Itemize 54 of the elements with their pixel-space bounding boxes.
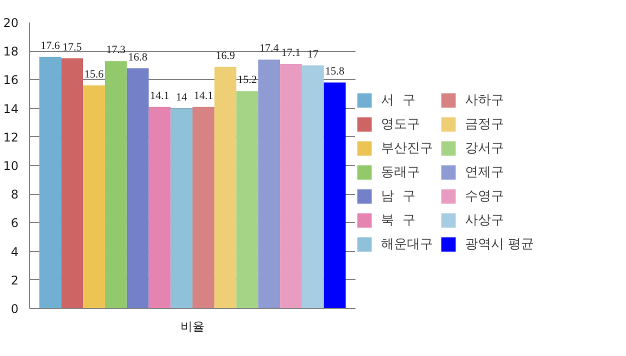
bar (126, 68, 149, 308)
bar (61, 58, 84, 308)
bar (148, 106, 171, 308)
y-tick-label: 0 (10, 302, 19, 316)
data-label: 16.8 (128, 51, 148, 64)
y-tick-label: 4 (10, 244, 19, 259)
bar (280, 64, 302, 308)
y-tick-label: 8 (10, 188, 19, 202)
data-label: 17 (307, 48, 319, 60)
legend-label: 광역시 평균 (465, 236, 534, 253)
x-tick-label: 비율 (180, 320, 204, 334)
legend-label: 부산진구 (381, 140, 433, 157)
data-label: 14.1 (194, 90, 214, 102)
data-label: 15.8 (325, 66, 345, 78)
bar (39, 56, 62, 308)
bar (324, 82, 346, 308)
legend-label: 연제구 (465, 164, 504, 181)
y-tick-label: 20 (3, 16, 19, 30)
legend-label: 사하구 (465, 92, 504, 109)
data-label: 15.6 (84, 68, 104, 80)
legend-label: 해운대구 (381, 236, 433, 253)
bar (214, 66, 236, 308)
bar (170, 108, 192, 308)
bar (83, 85, 105, 308)
bar (302, 65, 324, 308)
y-tick-label: 14 (3, 102, 19, 116)
y-tick-label: 16 (3, 73, 19, 88)
data-label: 16.9 (216, 50, 236, 62)
legend-label: 강서구 (465, 140, 504, 157)
y-tick-label: 10 (3, 159, 19, 173)
y-tick-label: 2 (10, 273, 19, 288)
legend-label: 동래구 (381, 164, 420, 181)
data-label: 14.1 (150, 90, 170, 102)
bar (236, 91, 258, 308)
legend-label: 금정구 (465, 116, 504, 133)
y-tick-label: 12 (3, 130, 19, 144)
data-label: 17.6 (40, 40, 60, 52)
bar (192, 106, 214, 308)
legend-label: 수영구 (465, 188, 504, 205)
legend-label: 남 구 (381, 188, 416, 205)
y-tick-label: 18 (3, 44, 19, 59)
data-label: 17.1 (281, 46, 301, 59)
legend-label: 북 구 (381, 212, 416, 229)
data-label: 17.5 (62, 41, 82, 54)
legend-label: 영도구 (381, 116, 420, 133)
y-tick-label: 6 (10, 216, 19, 230)
legend-label: 서 구 (381, 92, 416, 109)
data-label: 14 (176, 91, 188, 104)
data-label: 17.3 (106, 44, 126, 56)
data-label: 15.2 (238, 74, 257, 86)
data-label: 17.4 (259, 42, 280, 55)
legend-label: 사상구 (465, 212, 504, 229)
bar (258, 60, 280, 308)
bar (104, 61, 127, 308)
